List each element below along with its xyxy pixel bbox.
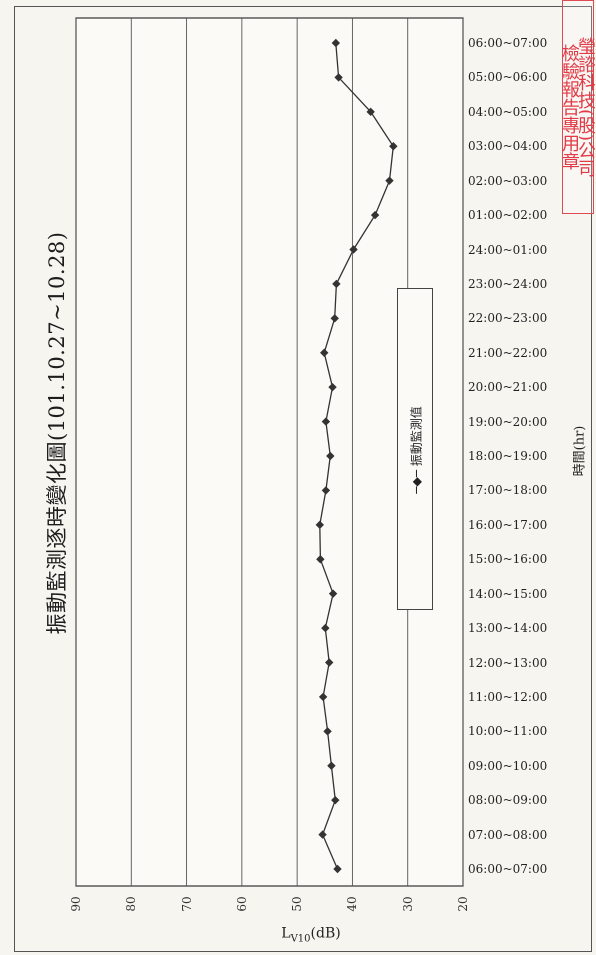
x-tick-label: 19:00~20:00 xyxy=(468,414,548,429)
data-point xyxy=(328,589,338,598)
x-tick-label: 24:00~01:00 xyxy=(468,242,548,257)
inspection-stamp: 檢驗報告專用章 瑩諮科技(股)公司 xyxy=(562,0,595,214)
x-tick-label: 06:00~07:00 xyxy=(468,862,548,876)
y-tick-label: 50 xyxy=(290,896,305,912)
x-tick-label: 10:00~11:00 xyxy=(468,724,548,739)
x-axis-label: 時間(hr) xyxy=(572,425,588,477)
x-tick-label: 08:00~09:00 xyxy=(468,793,548,808)
data-point xyxy=(321,417,331,426)
x-tick-label: 03:00~04:00 xyxy=(468,139,548,154)
data-point xyxy=(320,348,329,357)
x-tick-label: 16:00~17:00 xyxy=(468,517,548,532)
x-tick-label: 04:00~05:00 xyxy=(468,104,548,119)
x-tick-label: 02:00~03:00 xyxy=(468,173,548,188)
data-point xyxy=(318,692,328,702)
data-point xyxy=(333,864,342,874)
x-tick-label: 20:00~21:00 xyxy=(468,380,548,395)
data-point xyxy=(385,176,394,185)
x-tick-label: 18:00~19:00 xyxy=(468,449,548,463)
gridlines xyxy=(75,18,464,886)
x-tick-label: 17:00~18:00 xyxy=(468,483,548,498)
data-point xyxy=(331,795,340,805)
data-point xyxy=(326,451,335,461)
x-tick-label: 06:00~07:00 xyxy=(468,36,548,50)
y-tick-label: 70 xyxy=(179,896,194,912)
y-axis-label: LV10(dB) xyxy=(281,925,341,945)
data-point xyxy=(315,520,325,530)
data-point xyxy=(330,314,339,323)
y-tick-label: 40 xyxy=(345,896,360,912)
x-tick-label: 07:00~08:00 xyxy=(468,827,548,842)
data-point xyxy=(328,382,337,392)
legend-marker: ─◆─ xyxy=(409,466,424,494)
data-point xyxy=(370,210,380,220)
x-tick-label: 15:00~16:00 xyxy=(468,552,548,567)
legend-label: 振動監測值 xyxy=(409,406,424,467)
page-frame xyxy=(14,6,592,952)
data-point xyxy=(316,555,325,564)
y-tick-label: 90 xyxy=(69,896,83,912)
stamp-line-2: 瑩諮科技(股)公司 xyxy=(579,36,595,178)
y-tick-label: 80 xyxy=(124,896,139,912)
x-tick-label: 12:00~13:00 xyxy=(468,655,548,670)
y-tick-label: 30 xyxy=(400,896,415,912)
data-point xyxy=(327,761,336,770)
stamp-line-1: 檢驗報告專用章 xyxy=(563,44,579,170)
x-tick-label: 14:00~15:00 xyxy=(468,586,548,601)
data-point xyxy=(323,727,332,736)
x-tick-label: 11:00~12:00 xyxy=(468,689,548,704)
data-point xyxy=(366,107,375,117)
x-tick-label: 23:00~24:00 xyxy=(468,276,548,291)
legend: ─◆─ 振動監測值 xyxy=(397,288,433,610)
x-tick-label: 13:00~14:00 xyxy=(468,621,548,636)
data-point xyxy=(334,73,343,82)
series-markers xyxy=(315,38,398,874)
data-point xyxy=(321,623,330,633)
data-point xyxy=(331,38,341,48)
x-tick-label: 09:00~10:00 xyxy=(468,758,548,773)
data-point xyxy=(321,486,331,495)
x-tick-label: 21:00~22:00 xyxy=(468,345,548,360)
x-tick-label: 01:00~02:00 xyxy=(468,208,548,223)
x-tick-label: 05:00~06:00 xyxy=(468,70,548,85)
data-point xyxy=(389,142,398,151)
x-tick-label: 22:00~23:00 xyxy=(468,311,548,326)
data-point xyxy=(318,830,327,839)
data-point xyxy=(349,245,358,254)
data-point xyxy=(325,658,334,667)
y-tick-label: 60 xyxy=(234,896,249,912)
legend-entry: ─◆─ 振動監測值 xyxy=(408,406,425,494)
data-point xyxy=(332,279,341,289)
y-tick-label: 20 xyxy=(456,896,470,912)
